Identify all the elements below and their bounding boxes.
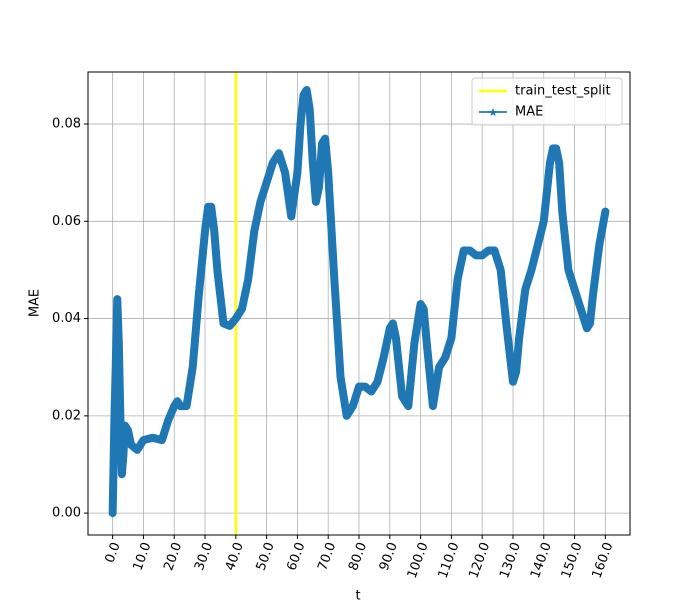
y-tick-label: 0.06	[52, 214, 81, 229]
line-series	[108, 85, 610, 518]
y-tick-label: 0.04	[52, 311, 81, 326]
legend-label: train_test_split	[515, 84, 611, 99]
legend-marker	[489, 108, 497, 116]
y-tick-label: 0.02	[52, 408, 81, 423]
plot-frame	[87, 71, 631, 536]
legend-label: MAE	[515, 105, 543, 120]
y-tick-label: 0.00	[52, 506, 81, 521]
y-axis-label: MAE	[28, 289, 43, 317]
y-tick-label: 0.08	[52, 117, 81, 132]
x-tick-label: 0.0	[103, 540, 124, 565]
legend-box	[471, 77, 623, 126]
x-axis-label: t	[355, 589, 360, 600]
